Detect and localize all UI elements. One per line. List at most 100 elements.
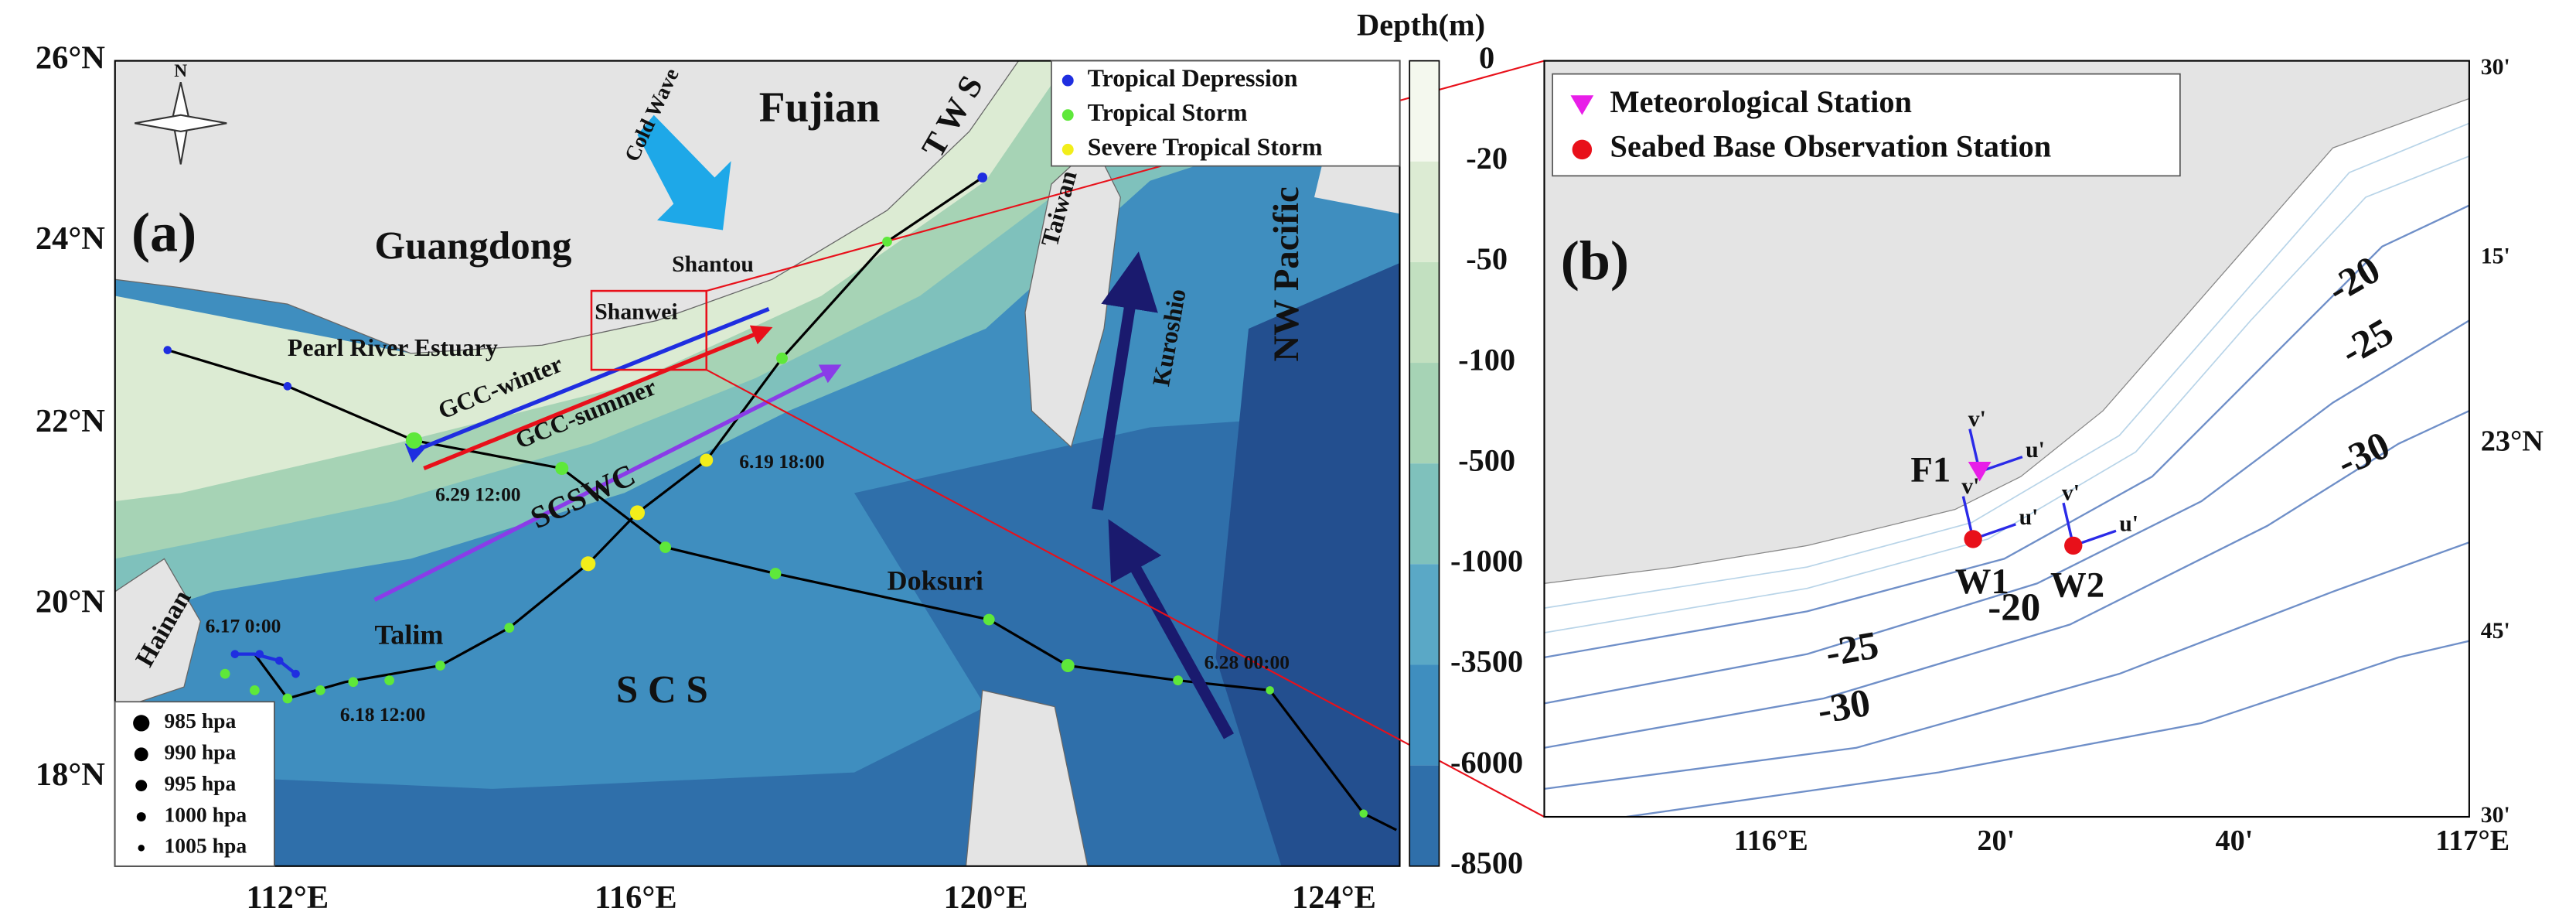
time-label: 6.29 12:00: [435, 483, 520, 506]
track-point: [274, 656, 284, 665]
scswc-arrow: [373, 364, 842, 602]
contours: [1544, 204, 2469, 818]
gcc-summer-arrow: [423, 325, 773, 471]
colorbar-tick-label: -50: [1466, 241, 1508, 276]
track-point: [1061, 659, 1075, 673]
kuroshio-arrow: [1092, 251, 1158, 511]
contour-label: -25: [1822, 623, 1882, 675]
zoom-box: [590, 289, 708, 371]
track-point: [435, 661, 445, 671]
colorbar-tick-label: -500: [1458, 442, 1515, 477]
map-b: [1544, 60, 2469, 818]
colorbar-tick-label: -1000: [1450, 544, 1523, 579]
pressure-marker: [138, 845, 145, 852]
vector-label: u': [2019, 504, 2039, 530]
vector-label: v': [1961, 473, 1979, 499]
place-label: NW Pacific: [1266, 186, 1307, 361]
deep-basin: [114, 411, 1400, 866]
compass: [135, 82, 227, 165]
legend-box: [1552, 73, 2181, 177]
legend-marker: [1061, 143, 1074, 155]
time-label: 6.19 18:00: [739, 450, 824, 473]
lon-tick-label: 120°E: [943, 879, 1027, 916]
compass-label: N: [174, 61, 187, 81]
zoom-line: [706, 369, 1545, 818]
lon-tick-label: 117°E: [2435, 825, 2510, 857]
lon-tick-label: 20': [1977, 825, 2015, 857]
legend-label: Tropical Depression: [1088, 64, 1298, 91]
colorbar-segment: [1409, 161, 1440, 262]
lon-tick-label: 124°E: [1292, 879, 1376, 916]
track-point: [348, 677, 359, 688]
colorbar-title: Depth(m): [1357, 7, 1485, 42]
colorbar-segment: [1409, 765, 1440, 866]
cold-wave-arrow: [637, 114, 731, 230]
lat-tick-label: 30': [2481, 54, 2510, 80]
pressure-label: 1005 hpa: [164, 834, 247, 858]
lon-tick-label: 116°E: [595, 879, 677, 916]
track-point: [283, 382, 292, 391]
track-point: [629, 505, 646, 521]
track-point: [220, 668, 230, 679]
legend-label: Severe Tropical Storm: [1088, 134, 1323, 161]
colorbar-segment: [1409, 564, 1440, 665]
time-label: 6.17 0:00: [206, 615, 281, 637]
legend-label: Seabed Base Observation Station: [1610, 129, 2052, 164]
contours-shallow: [1544, 122, 2469, 633]
station-marker: [1968, 462, 1992, 482]
vector-label: v': [2062, 480, 2080, 505]
station-marker: [1964, 530, 1982, 548]
station-label: W2: [2050, 565, 2104, 605]
vector-label: u': [2119, 511, 2138, 537]
track-point: [230, 650, 240, 658]
track-point: [291, 669, 300, 678]
lon-tick-label: 116°E: [1734, 825, 1808, 857]
colorbar-segment: [1409, 363, 1440, 464]
track-point: [255, 650, 264, 658]
legend-label: Tropical Storm: [1088, 99, 1248, 126]
frame-b: [1543, 60, 2470, 818]
colorbar-tick-label: -20: [1466, 141, 1508, 176]
time-label: 6.18 12:00: [340, 703, 425, 726]
contour-label: -20: [1988, 586, 2040, 630]
colorbar-tick-label: 0: [1479, 40, 1494, 75]
inner-shelf: [114, 60, 1068, 502]
track-point: [405, 432, 423, 449]
vector-label: u': [2026, 437, 2045, 463]
legend-marker: [1570, 95, 1594, 115]
colorbar-tick-label: -100: [1458, 342, 1515, 377]
lat-tick-label: 30': [2481, 802, 2510, 828]
pressure-label: 990 hpa: [164, 740, 236, 764]
luzon-island: [965, 689, 1089, 866]
legend-label: Meteorological Station: [1610, 84, 1912, 119]
station-label: F1: [1910, 450, 1951, 490]
track-point: [1266, 686, 1274, 695]
hainan-island: [114, 558, 201, 711]
place-label: Shanwei: [595, 299, 677, 325]
track-point: [581, 556, 596, 572]
pressure-marker: [133, 715, 150, 732]
lat-tick-label: 24°N: [36, 220, 105, 257]
kuroshio-arrow: [1108, 519, 1235, 739]
pressure-label: 985 hpa: [164, 709, 236, 732]
colorbar-tick-label: -3500: [1450, 644, 1523, 679]
pressure-marker: [136, 812, 146, 821]
colorbar-segment: [1409, 463, 1440, 565]
panel-label: (a): [131, 202, 196, 264]
track-point: [983, 613, 995, 626]
track-point: [1359, 809, 1368, 818]
track-point: [1173, 675, 1183, 686]
track-point: [315, 685, 325, 695]
place-label: S C S: [616, 668, 708, 712]
lat-tick-label: 26°N: [36, 39, 105, 76]
lat-tick-label: 22°N: [36, 403, 105, 439]
land-b: [1544, 60, 2469, 584]
place-label: Guangdong: [375, 225, 572, 268]
track-doksuri: [167, 349, 1397, 832]
vector-label: v': [1968, 406, 1986, 432]
track-point: [700, 453, 714, 467]
track-point: [769, 568, 782, 579]
station-label: W1: [1955, 562, 2009, 602]
lon-tick-label: 40': [2216, 825, 2254, 857]
